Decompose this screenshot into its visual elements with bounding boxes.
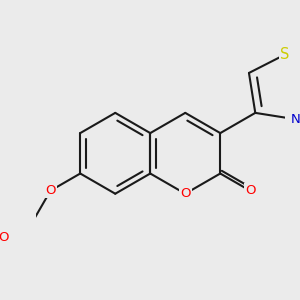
Text: O: O — [0, 231, 9, 244]
Text: O: O — [245, 184, 255, 197]
Text: S: S — [280, 47, 290, 62]
Text: O: O — [180, 187, 190, 200]
Text: O: O — [45, 184, 56, 197]
Text: N: N — [290, 113, 300, 126]
